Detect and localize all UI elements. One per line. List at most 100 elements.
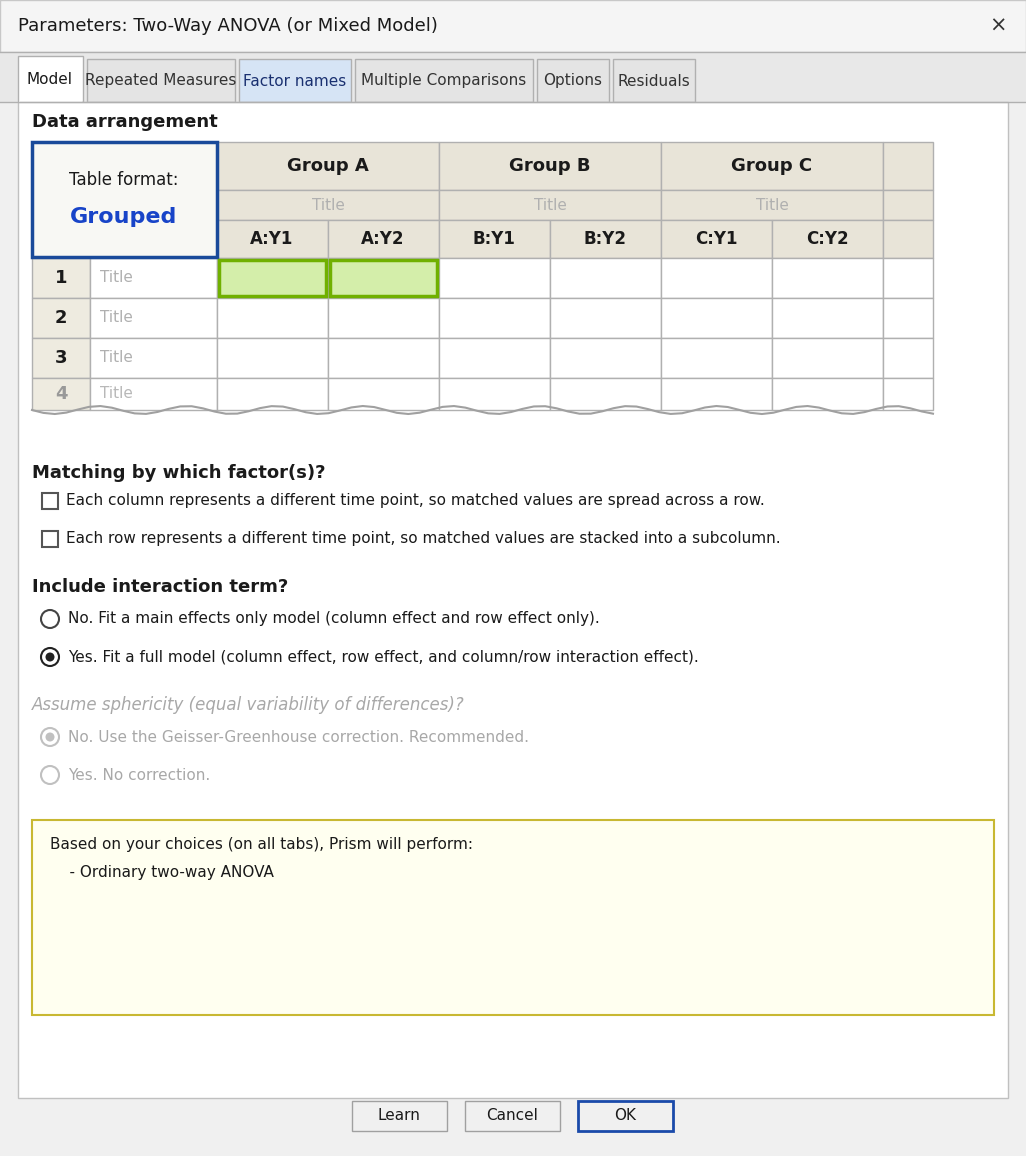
Bar xyxy=(328,220,439,258)
Bar xyxy=(87,59,235,102)
Text: Residuals: Residuals xyxy=(618,74,690,89)
Bar xyxy=(32,378,90,410)
Text: Table format:: Table format: xyxy=(69,171,179,188)
Text: Factor names: Factor names xyxy=(243,74,347,89)
Bar xyxy=(439,338,550,378)
Bar xyxy=(218,338,328,378)
Bar xyxy=(661,220,772,258)
Bar xyxy=(578,1101,673,1131)
Text: Learn: Learn xyxy=(378,1109,421,1124)
Bar xyxy=(219,260,326,296)
Text: Parameters: Two-Way ANOVA (or Mixed Model): Parameters: Two-Way ANOVA (or Mixed Mode… xyxy=(18,17,438,35)
Bar xyxy=(328,298,439,338)
Bar xyxy=(439,378,550,410)
Text: Repeated Measures: Repeated Measures xyxy=(85,74,237,89)
Bar xyxy=(18,102,1008,1098)
Bar xyxy=(32,820,994,1015)
Bar xyxy=(772,338,883,378)
Bar xyxy=(32,142,218,257)
Bar xyxy=(32,298,90,338)
Text: Matching by which factor(s)?: Matching by which factor(s)? xyxy=(32,464,325,482)
Bar xyxy=(218,378,328,410)
Bar xyxy=(42,531,58,547)
Bar xyxy=(661,338,772,378)
Circle shape xyxy=(45,652,54,661)
Bar xyxy=(661,258,772,298)
Bar xyxy=(883,190,933,220)
Bar xyxy=(883,378,933,410)
Text: Title: Title xyxy=(100,311,133,326)
Text: Each column represents a different time point, so matched values are spread acro: Each column represents a different time … xyxy=(66,494,764,509)
Bar xyxy=(772,220,883,258)
Bar xyxy=(90,378,218,410)
Bar xyxy=(90,258,218,298)
Bar xyxy=(883,338,933,378)
Text: Data arrangement: Data arrangement xyxy=(32,113,218,131)
Bar xyxy=(883,142,933,190)
Bar xyxy=(32,258,90,298)
Bar xyxy=(352,1101,447,1131)
Text: Cancel: Cancel xyxy=(486,1109,538,1124)
Bar xyxy=(218,142,439,190)
Bar xyxy=(661,298,772,338)
Text: C:Y2: C:Y2 xyxy=(805,230,849,249)
Text: B:Y2: B:Y2 xyxy=(584,230,627,249)
Text: Include interaction term?: Include interaction term? xyxy=(32,578,288,596)
Text: Options: Options xyxy=(544,74,602,89)
Bar xyxy=(218,190,439,220)
Text: B:Y1: B:Y1 xyxy=(473,230,515,249)
Bar xyxy=(439,190,661,220)
Bar xyxy=(537,59,609,102)
Bar xyxy=(0,52,1026,102)
Text: Assume sphericity (equal variability of differences)?: Assume sphericity (equal variability of … xyxy=(32,696,465,714)
Bar xyxy=(550,220,661,258)
Text: Title: Title xyxy=(312,198,345,213)
Circle shape xyxy=(45,733,54,741)
Text: OK: OK xyxy=(614,1109,636,1124)
Text: Title: Title xyxy=(100,386,133,401)
Text: Title: Title xyxy=(755,198,788,213)
Text: Group A: Group A xyxy=(287,157,369,175)
Bar xyxy=(439,258,550,298)
Text: Title: Title xyxy=(100,350,133,365)
Bar xyxy=(772,298,883,338)
Bar xyxy=(439,298,550,338)
Bar xyxy=(330,260,437,296)
Text: A:Y2: A:Y2 xyxy=(361,230,404,249)
Bar xyxy=(32,220,90,258)
Text: Grouped: Grouped xyxy=(71,207,177,227)
Bar xyxy=(613,59,695,102)
Bar xyxy=(90,220,218,258)
Bar xyxy=(883,220,933,258)
Bar xyxy=(90,338,218,378)
Text: A:Y1: A:Y1 xyxy=(250,230,293,249)
Bar xyxy=(883,258,933,298)
Bar xyxy=(772,378,883,410)
Bar xyxy=(550,338,661,378)
Text: Yes. No correction.: Yes. No correction. xyxy=(68,768,210,783)
Bar xyxy=(18,55,83,102)
Bar xyxy=(328,338,439,378)
Bar xyxy=(465,1101,560,1131)
Text: 4: 4 xyxy=(54,385,68,403)
Bar xyxy=(19,101,82,104)
Bar xyxy=(883,298,933,338)
Bar xyxy=(42,492,58,509)
Bar xyxy=(550,378,661,410)
Text: - Ordinary two-way ANOVA: - Ordinary two-way ANOVA xyxy=(50,865,274,880)
Bar xyxy=(550,258,661,298)
Text: Title: Title xyxy=(534,198,566,213)
Bar xyxy=(661,190,883,220)
Text: Group C: Group C xyxy=(732,157,813,175)
Bar xyxy=(661,378,772,410)
Text: Group B: Group B xyxy=(509,157,591,175)
Text: Model: Model xyxy=(27,72,73,87)
Text: No. Use the Geisser-Greenhouse correction. Recommended.: No. Use the Geisser-Greenhouse correctio… xyxy=(68,729,529,744)
Text: 2: 2 xyxy=(54,309,68,327)
Bar xyxy=(550,298,661,338)
Bar xyxy=(239,59,351,102)
Bar xyxy=(439,142,661,190)
Text: No. Fit a main effects only model (column effect and row effect only).: No. Fit a main effects only model (colum… xyxy=(68,612,600,627)
Bar xyxy=(772,258,883,298)
Bar xyxy=(218,258,328,298)
